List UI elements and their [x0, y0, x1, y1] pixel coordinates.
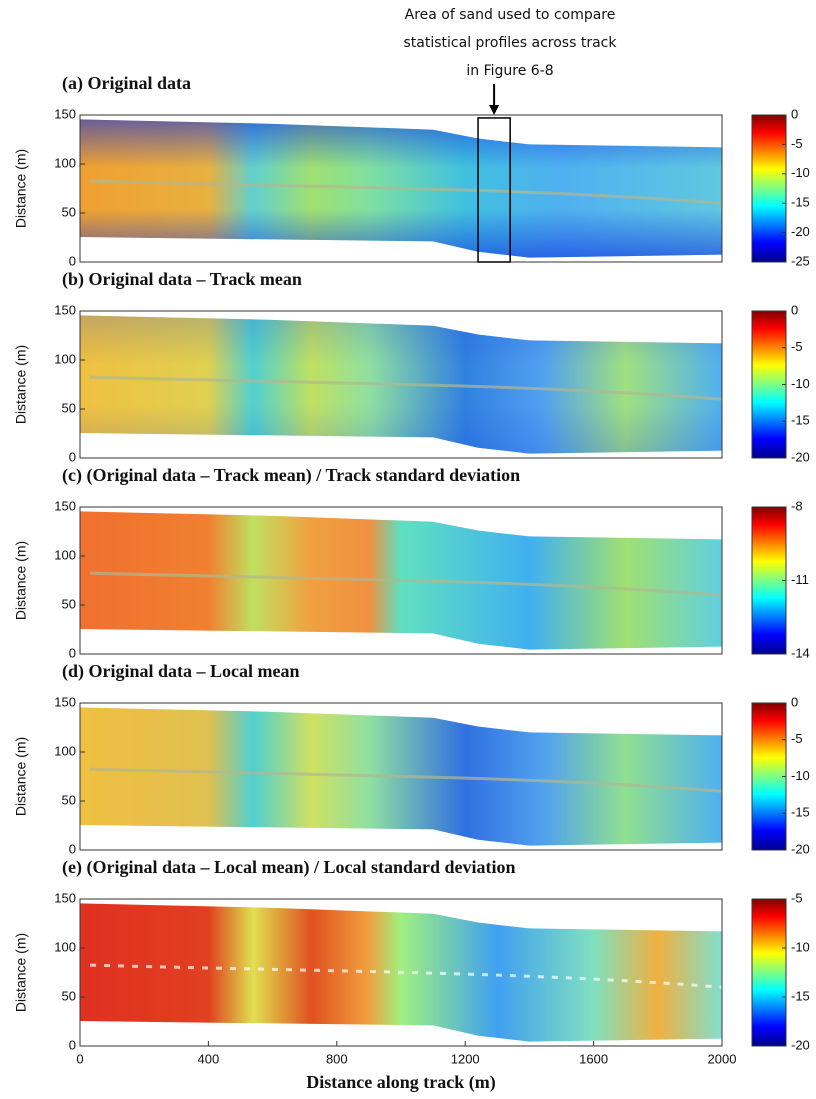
y-tick-label: 0	[69, 449, 76, 464]
colorbar-tick-label: -20	[791, 1037, 810, 1052]
y-tick-label: 0	[69, 841, 76, 856]
y-axis-label: Distance (m)	[13, 737, 29, 816]
y-tick-label: 50	[62, 400, 76, 415]
y-axis-label: Distance (m)	[13, 933, 29, 1012]
plot-frame	[79, 310, 723, 459]
y-tick-label: 0	[69, 253, 76, 268]
colorbar-tick-label: -5	[791, 890, 803, 905]
y-tick-label: 100	[54, 155, 76, 170]
y-tick-label: 150	[54, 498, 76, 513]
x-tick-label: 1600	[579, 1051, 608, 1066]
colorbar	[751, 114, 787, 263]
nadir-line	[89, 179, 723, 205]
x-tick-label: 0	[76, 1051, 83, 1066]
y-tick-label: 50	[62, 792, 76, 807]
y-tick-label: 150	[54, 302, 76, 317]
annotation-text: Area of sand used to compare	[405, 7, 616, 23]
colorbar-tick-label: 0	[791, 694, 798, 709]
plot-frame	[79, 898, 723, 1047]
colorbar-tick-label: -15	[791, 413, 810, 428]
colorbar	[751, 702, 787, 851]
y-tick-label: 100	[54, 743, 76, 758]
y-tick-label: 50	[62, 988, 76, 1003]
annotation-arrowhead	[489, 105, 500, 115]
y-tick-label: 150	[54, 694, 76, 709]
x-tick-label: 2000	[708, 1051, 737, 1066]
y-tick-label: 0	[69, 1037, 76, 1052]
y-tick-label: 50	[62, 204, 76, 219]
y-tick-label: 50	[62, 596, 76, 611]
colorbar-tick-label: -5	[791, 731, 803, 746]
panel-title: (c) (Original data – Track mean) / Track…	[62, 465, 520, 486]
colorbar-tick-label: -15	[791, 195, 810, 210]
y-tick-label: 150	[54, 106, 76, 121]
nadir-line	[89, 571, 723, 597]
panel-title: (b) Original data – Track mean	[62, 269, 302, 290]
annotation-box	[477, 117, 511, 263]
y-axis-label: Distance (m)	[13, 541, 29, 620]
colorbar-tick-label: -20	[791, 841, 810, 856]
colorbar	[751, 506, 787, 655]
colorbar-tick-label: 0	[791, 302, 798, 317]
y-axis-label: Distance (m)	[13, 149, 29, 228]
panel-title: (d) Original data – Local mean	[62, 661, 300, 682]
y-tick-label: 0	[69, 645, 76, 660]
y-tick-label: 150	[54, 890, 76, 905]
y-axis-label: Distance (m)	[13, 345, 29, 424]
colorbar-tick-label: -20	[791, 449, 810, 464]
x-tick-label: 1200	[451, 1051, 480, 1066]
x-tick-label: 400	[198, 1051, 220, 1066]
plot-frame	[79, 506, 723, 655]
nadir-line	[89, 963, 723, 989]
y-tick-label: 100	[54, 351, 76, 366]
colorbar-tick-label: -10	[791, 165, 810, 180]
y-tick-label: 100	[54, 547, 76, 562]
x-axis-label: Distance along track (m)	[306, 1072, 495, 1093]
colorbar-tick-label: -8	[791, 498, 803, 513]
colorbar-tick-label: -15	[791, 988, 810, 1003]
colorbar-tick-label: -10	[791, 376, 810, 391]
panel-title: (e) (Original data – Local mean) / Local…	[62, 857, 516, 878]
annotation-text: in Figure 6-8	[466, 63, 553, 79]
colorbar	[751, 898, 787, 1047]
panel-title: (a) Original data	[62, 73, 191, 94]
colorbar-tick-label: 0	[791, 106, 798, 121]
colorbar-tick-label: -10	[791, 768, 810, 783]
colorbar-tick-label: -14	[791, 645, 810, 660]
colorbar-tick-label: -5	[791, 136, 803, 151]
colorbar-tick-label: -10	[791, 939, 810, 954]
colorbar-tick-label: -11	[791, 572, 809, 587]
nadir-line	[89, 767, 723, 793]
colorbar-tick-label: -5	[791, 339, 803, 354]
y-tick-label: 100	[54, 939, 76, 954]
plot-frame	[79, 114, 723, 263]
colorbar-tick-label: -25	[791, 253, 810, 268]
colorbar-tick-label: -20	[791, 224, 810, 239]
annotation-text: statistical profiles across track	[404, 35, 618, 51]
plot-frame	[79, 702, 723, 851]
x-tick-label: 800	[326, 1051, 348, 1066]
nadir-line	[89, 375, 723, 401]
colorbar-tick-label: -15	[791, 805, 810, 820]
colorbar	[751, 310, 787, 459]
